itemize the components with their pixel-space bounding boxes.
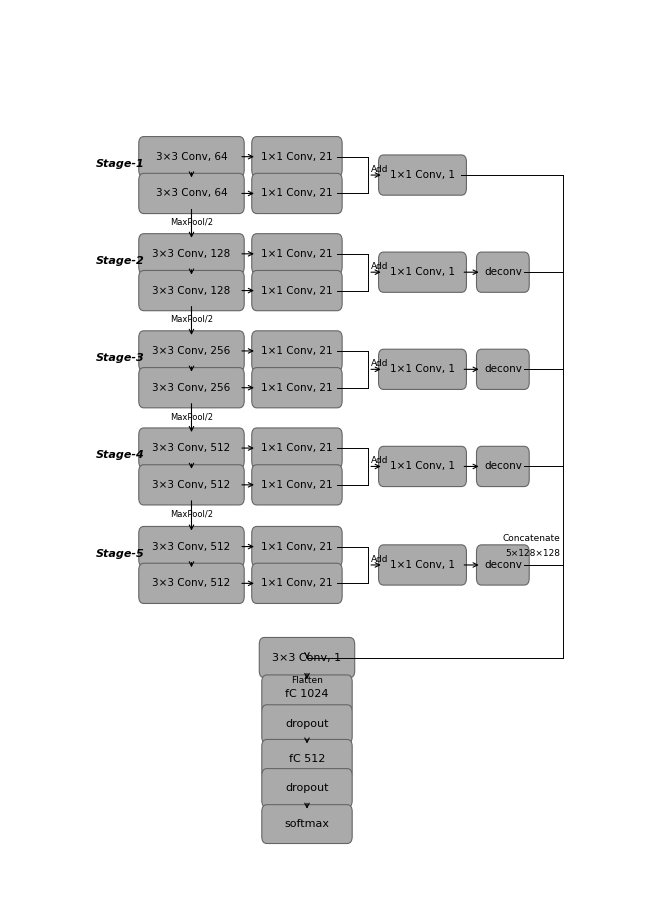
Text: 3×3 Conv, 1: 3×3 Conv, 1 [272, 652, 341, 662]
FancyBboxPatch shape [251, 465, 342, 505]
Text: 1×1 Conv, 1: 1×1 Conv, 1 [390, 268, 455, 278]
Text: deconv: deconv [484, 268, 522, 278]
Text: dropout: dropout [285, 783, 329, 793]
Text: softmax: softmax [284, 819, 329, 829]
Text: 1×1 Conv, 21: 1×1 Conv, 21 [261, 286, 333, 296]
FancyBboxPatch shape [139, 173, 244, 214]
Text: fC 1024: fC 1024 [285, 689, 329, 699]
FancyBboxPatch shape [139, 270, 244, 311]
Text: dropout: dropout [285, 719, 329, 729]
Text: fC 512: fC 512 [289, 754, 325, 764]
Text: 1×1 Conv, 1: 1×1 Conv, 1 [390, 170, 455, 180]
Text: 1×1 Conv, 21: 1×1 Conv, 21 [261, 542, 333, 551]
FancyBboxPatch shape [251, 137, 342, 177]
Text: MaxPool/2: MaxPool/2 [170, 314, 213, 323]
FancyBboxPatch shape [476, 446, 529, 487]
FancyBboxPatch shape [262, 769, 353, 807]
Text: 1×1 Conv, 21: 1×1 Conv, 21 [261, 578, 333, 588]
FancyBboxPatch shape [378, 252, 467, 292]
Text: 1×1 Conv, 21: 1×1 Conv, 21 [261, 383, 333, 393]
Text: 1×1 Conv, 21: 1×1 Conv, 21 [261, 249, 333, 259]
FancyBboxPatch shape [476, 252, 529, 292]
FancyBboxPatch shape [262, 740, 353, 778]
Text: 3×3 Conv, 256: 3×3 Conv, 256 [152, 346, 231, 356]
Text: 3×3 Conv, 128: 3×3 Conv, 128 [152, 286, 231, 296]
FancyBboxPatch shape [476, 350, 529, 389]
FancyBboxPatch shape [259, 638, 354, 678]
Text: Stage-1: Stage-1 [96, 159, 145, 168]
FancyBboxPatch shape [262, 675, 353, 714]
FancyBboxPatch shape [139, 137, 244, 177]
FancyBboxPatch shape [251, 526, 342, 567]
Text: 3×3 Conv, 64: 3×3 Conv, 64 [156, 151, 227, 161]
FancyBboxPatch shape [139, 428, 244, 469]
Text: MaxPool/2: MaxPool/2 [170, 412, 213, 421]
Text: 1×1 Conv, 1: 1×1 Conv, 1 [390, 461, 455, 471]
Text: 3×3 Conv, 256: 3×3 Conv, 256 [152, 383, 231, 393]
Text: Flatten: Flatten [291, 677, 323, 686]
Text: 3×3 Conv, 512: 3×3 Conv, 512 [152, 480, 231, 490]
Text: 1×1 Conv, 21: 1×1 Conv, 21 [261, 480, 333, 490]
FancyBboxPatch shape [139, 331, 244, 371]
FancyBboxPatch shape [139, 368, 244, 408]
Text: 3×3 Conv, 128: 3×3 Conv, 128 [152, 249, 231, 259]
Text: deconv: deconv [484, 364, 522, 374]
FancyBboxPatch shape [251, 173, 342, 214]
FancyBboxPatch shape [251, 270, 342, 311]
Text: 1×1 Conv, 21: 1×1 Conv, 21 [261, 151, 333, 161]
Text: deconv: deconv [484, 560, 522, 570]
FancyBboxPatch shape [251, 368, 342, 408]
FancyBboxPatch shape [262, 805, 353, 843]
FancyBboxPatch shape [476, 545, 529, 585]
Text: Concatenate: Concatenate [503, 533, 561, 542]
Text: 1×1 Conv, 21: 1×1 Conv, 21 [261, 346, 333, 356]
Text: Add: Add [371, 555, 388, 564]
Text: 5×128×128: 5×128×128 [505, 549, 561, 558]
FancyBboxPatch shape [251, 428, 342, 469]
FancyBboxPatch shape [139, 563, 244, 604]
Text: Stage-3: Stage-3 [96, 353, 145, 363]
FancyBboxPatch shape [251, 563, 342, 604]
FancyBboxPatch shape [139, 526, 244, 567]
Text: 3×3 Conv, 512: 3×3 Conv, 512 [152, 542, 231, 551]
FancyBboxPatch shape [378, 446, 467, 487]
FancyBboxPatch shape [262, 705, 353, 743]
Text: MaxPool/2: MaxPool/2 [170, 510, 213, 519]
Text: 1×1 Conv, 21: 1×1 Conv, 21 [261, 188, 333, 198]
FancyBboxPatch shape [378, 155, 467, 196]
Text: 1×1 Conv, 21: 1×1 Conv, 21 [261, 443, 333, 453]
Text: deconv: deconv [484, 461, 522, 471]
Text: Add: Add [371, 457, 388, 466]
Text: Stage-2: Stage-2 [96, 256, 145, 266]
FancyBboxPatch shape [139, 233, 244, 274]
Text: 3×3 Conv, 64: 3×3 Conv, 64 [156, 188, 227, 198]
Text: 3×3 Conv, 512: 3×3 Conv, 512 [152, 578, 231, 588]
Text: MaxPool/2: MaxPool/2 [170, 218, 213, 227]
Text: Stage-4: Stage-4 [96, 450, 145, 460]
Text: 1×1 Conv, 1: 1×1 Conv, 1 [390, 364, 455, 374]
FancyBboxPatch shape [378, 545, 467, 585]
Text: 3×3 Conv, 512: 3×3 Conv, 512 [152, 443, 231, 453]
FancyBboxPatch shape [378, 350, 467, 389]
Text: Add: Add [371, 359, 388, 369]
FancyBboxPatch shape [251, 233, 342, 274]
Text: Add: Add [371, 165, 388, 174]
Text: 1×1 Conv, 1: 1×1 Conv, 1 [390, 560, 455, 570]
FancyBboxPatch shape [251, 331, 342, 371]
FancyBboxPatch shape [139, 465, 244, 505]
Text: Add: Add [371, 262, 388, 271]
Text: Stage-5: Stage-5 [96, 549, 145, 559]
